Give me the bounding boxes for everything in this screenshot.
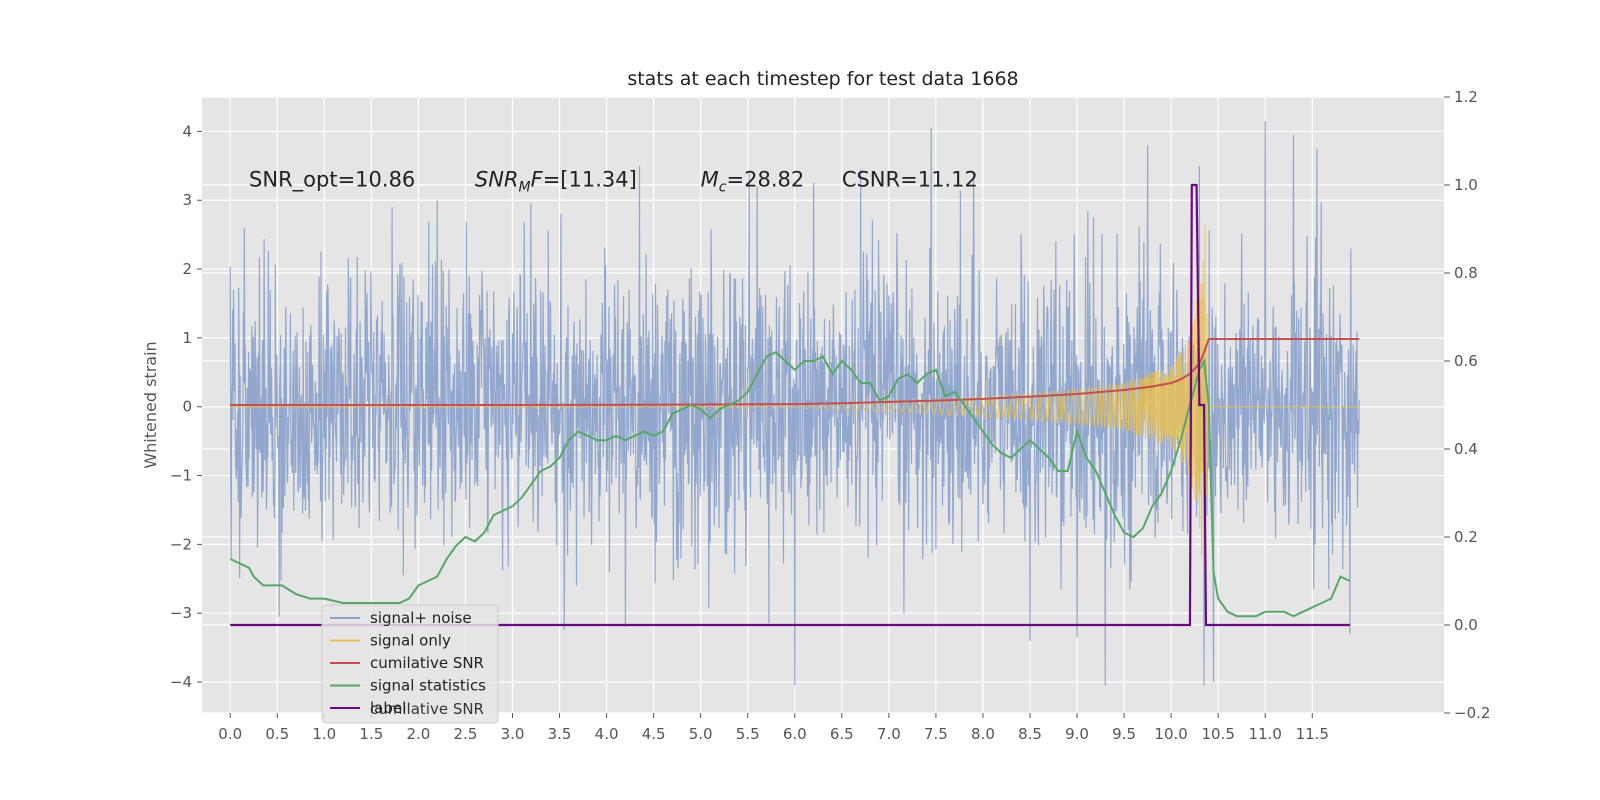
y-tick-label: 4 xyxy=(182,122,192,140)
x-tick-label: 10.0 xyxy=(1154,725,1187,743)
annotations: SNR_opt=10.86 SNRMF=[11.34] Mc=28.82 CSNR=1… xyxy=(249,168,978,196)
x-tick-label: 8.5 xyxy=(1018,725,1042,743)
x-tick-label: 7.0 xyxy=(877,725,901,743)
series-label xyxy=(230,183,1350,627)
x-tick-label: 7.5 xyxy=(924,725,948,743)
legend-label: signal+ noise xyxy=(370,609,472,627)
chart-title: stats at each timestep for test data 166… xyxy=(627,68,1018,90)
y-tick-label: −2 xyxy=(170,535,192,553)
y2-tick-label: 1.0 xyxy=(1454,176,1478,194)
legend-ghost-text: cumilative SNR xyxy=(370,700,484,718)
legend-label: signal only xyxy=(370,632,451,650)
y-tick-label: 3 xyxy=(182,191,192,209)
y2-tick-label: −0.2 xyxy=(1454,704,1490,722)
y2-tick-label: 0.0 xyxy=(1454,616,1478,634)
x-tick-label: 3.5 xyxy=(548,725,572,743)
x-tick-label: 11.0 xyxy=(1249,725,1282,743)
x-tick-label: 9.0 xyxy=(1065,725,1089,743)
x-tick-label: 3.0 xyxy=(501,725,525,743)
y-axis-label: Whitened strain xyxy=(141,341,160,468)
x-tick-label: 10.5 xyxy=(1201,725,1234,743)
x-tick-label: 0.5 xyxy=(265,725,289,743)
x-tick-label: 4.5 xyxy=(642,725,666,743)
legend: cumilative SNR signal+ noise signal only cu… xyxy=(321,604,499,724)
x-tick-label: 0.0 xyxy=(218,725,242,743)
y2-tick-label: 0.2 xyxy=(1454,528,1478,546)
x-tick-label: 9.5 xyxy=(1112,725,1136,743)
legend-label: cumilative SNR xyxy=(370,654,484,672)
x-tick-label: 11.5 xyxy=(1296,725,1329,743)
annotation-mc: Mc=28.82 xyxy=(701,168,805,196)
series-signal-only xyxy=(230,225,1360,573)
y2-tick-label: 0.6 xyxy=(1454,352,1478,370)
axis-ticks: 0.0 0.5 1.0 1.5 2.0 2.5 3.0 3.5 4.0 4.5 5.0 5.5 6.0 6… xyxy=(170,88,1491,743)
y-tick-label: −1 xyxy=(170,467,192,485)
x-tick-label: 6.5 xyxy=(830,725,854,743)
y-tick-label: −3 xyxy=(170,604,192,622)
legend-label: signal statistics xyxy=(370,677,486,695)
annotation-snr_mf: SNRMF=[11.34] xyxy=(475,168,637,196)
x-tick-label: 1.5 xyxy=(359,725,383,743)
y2-tick-label: 0.8 xyxy=(1454,264,1478,282)
y2-tick-label: 0.4 xyxy=(1454,440,1478,458)
x-tick-label: 1.0 xyxy=(312,725,336,743)
x-tick-label: 2.0 xyxy=(406,725,430,743)
series-signal-noise xyxy=(229,121,1360,686)
series-signal-statistics xyxy=(229,351,1351,618)
x-tick-label: 4.0 xyxy=(595,725,619,743)
annotation-snr_opt: SNR_opt=10.86 xyxy=(249,168,415,193)
x-tick-label: 5.0 xyxy=(689,725,713,743)
x-tick-label: 2.5 xyxy=(454,725,478,743)
x-tick-label: 8.0 xyxy=(971,725,995,743)
legend-box xyxy=(321,604,499,724)
y-tick-label: 1 xyxy=(182,329,192,347)
y-tick-label: −4 xyxy=(170,673,192,691)
x-tick-label: 5.5 xyxy=(736,725,760,743)
series-layer xyxy=(229,121,1360,686)
annotation-csnr: CSNR=11.12 xyxy=(842,168,978,192)
x-tick-label: 6.0 xyxy=(783,725,807,743)
y-tick-label: 0 xyxy=(182,398,192,416)
y2-tick-label: 1.2 xyxy=(1454,88,1478,106)
y-tick-label: 2 xyxy=(182,260,192,278)
legend-label: label xyxy=(370,699,406,717)
